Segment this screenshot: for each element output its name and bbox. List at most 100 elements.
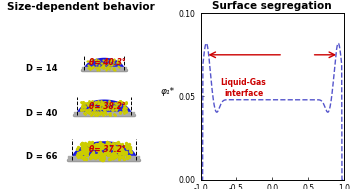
Point [116, 143, 121, 146]
Point [126, 146, 132, 149]
Point [101, 104, 107, 107]
Point [99, 152, 105, 155]
Point [125, 154, 130, 157]
Y-axis label: φ₁*: φ₁* [160, 87, 175, 96]
Point [102, 107, 107, 110]
Point [123, 111, 128, 114]
Point [112, 148, 118, 151]
Point [108, 57, 113, 60]
Point [80, 108, 86, 111]
Point [81, 155, 87, 158]
Point [127, 150, 133, 153]
Point [78, 155, 84, 158]
Point [79, 108, 84, 111]
Point [116, 153, 122, 156]
Point [111, 112, 117, 115]
Point [115, 101, 121, 104]
Point [75, 145, 81, 148]
Point [90, 106, 96, 109]
Point [81, 112, 87, 115]
Point [98, 151, 103, 154]
Point [124, 110, 129, 113]
Point [101, 145, 106, 148]
Point [92, 114, 98, 117]
Point [110, 153, 116, 156]
Point [90, 145, 96, 148]
Point [126, 155, 132, 158]
Point [85, 103, 91, 106]
Point [85, 148, 90, 151]
Point [100, 64, 106, 67]
Point [117, 111, 123, 114]
Point [109, 142, 115, 145]
Text: Size-dependent behavior: Size-dependent behavior [7, 2, 155, 12]
Point [84, 157, 89, 160]
Point [86, 142, 92, 145]
Point [99, 154, 105, 157]
Point [118, 112, 123, 115]
Point [121, 107, 126, 110]
Point [123, 102, 128, 105]
Point [88, 143, 94, 146]
Point [126, 154, 132, 157]
Point [78, 142, 84, 145]
Point [106, 101, 111, 104]
Point [110, 153, 115, 156]
Point [107, 148, 112, 151]
Point [118, 151, 123, 154]
Point [90, 153, 96, 156]
Point [116, 156, 122, 159]
Point [100, 66, 106, 69]
Point [123, 102, 129, 105]
Point [94, 69, 100, 72]
Point [100, 103, 106, 106]
Point [99, 111, 105, 114]
Point [119, 147, 125, 150]
Point [86, 144, 92, 147]
Point [106, 157, 112, 160]
Point [81, 145, 87, 148]
Point [88, 61, 93, 64]
Point [120, 153, 126, 156]
Point [106, 62, 112, 65]
Point [85, 104, 91, 107]
Point [105, 145, 111, 148]
Point [117, 103, 122, 106]
Point [79, 102, 85, 105]
Point [111, 144, 117, 147]
Point [114, 145, 120, 148]
Point [81, 108, 87, 111]
Point [96, 68, 101, 71]
Point [112, 105, 117, 108]
Point [98, 141, 103, 144]
Point [84, 102, 90, 105]
Text: θ= 37.2°: θ= 37.2° [89, 145, 126, 154]
Point [107, 158, 112, 161]
Point [92, 144, 97, 147]
Point [99, 107, 105, 110]
Point [122, 104, 127, 107]
Point [111, 57, 117, 60]
Point [102, 65, 107, 68]
Point [98, 150, 103, 153]
Point [106, 154, 111, 157]
Point [86, 108, 92, 111]
Point [110, 109, 115, 112]
Point [101, 105, 106, 108]
Point [75, 151, 81, 154]
Point [85, 154, 90, 157]
Point [90, 141, 95, 144]
Point [100, 156, 106, 159]
Point [114, 150, 120, 153]
Point [90, 152, 95, 155]
Point [110, 64, 115, 67]
Point [96, 60, 101, 63]
Point [95, 102, 100, 105]
Point [101, 108, 107, 111]
Point [121, 112, 126, 115]
Point [121, 157, 127, 160]
Point [104, 150, 110, 153]
Point [124, 142, 129, 145]
Point [92, 59, 97, 62]
Point [95, 66, 101, 69]
